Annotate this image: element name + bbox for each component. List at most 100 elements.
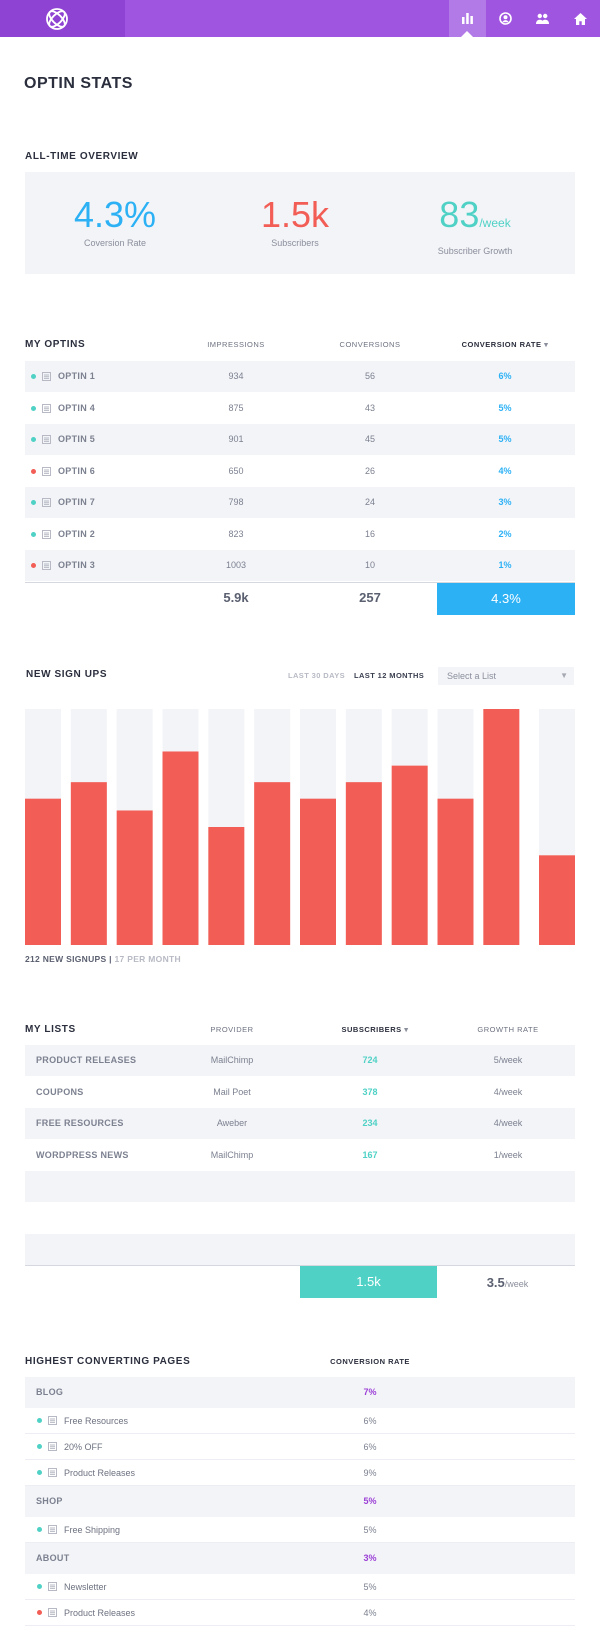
nav-users-button[interactable]: [524, 0, 561, 37]
page-item-row[interactable]: 20% OFF 6%: [25, 1434, 575, 1460]
nav-account-button[interactable]: [487, 0, 524, 37]
stat-label: Subscribers: [271, 238, 319, 248]
pages-title: HIGHEST CONVERTING PAGES: [25, 1356, 191, 1367]
optin-impressions: 1003: [225, 560, 247, 570]
nav-home-button[interactable]: [562, 0, 599, 37]
optin-row[interactable]: OPTIN 2 823 16 2%: [25, 519, 575, 550]
column-header-subscribers[interactable]: SUBSCRIBERS ▾: [320, 1025, 430, 1034]
page-item-rate: 5%: [363, 1525, 377, 1535]
column-header-conversions[interactable]: CONVERSIONS: [339, 340, 401, 349]
stat-number: 4.3%: [73, 194, 157, 235]
page-item-row[interactable]: Newsletter 5%: [25, 1574, 575, 1600]
logo-block[interactable]: [0, 0, 125, 37]
optins-title: MY OPTINS: [25, 339, 86, 350]
optin-conversions: 10: [364, 560, 375, 570]
column-header-page-conversion-rate[interactable]: CONVERSION RATE: [330, 1357, 410, 1366]
optin-conversions: 26: [364, 465, 375, 476]
optin-name: OPTIN 2: [58, 528, 96, 539]
stat-conversion-rate: 4.3% Coversion Rate: [25, 194, 205, 249]
page-group-name: ABOUT: [36, 1553, 70, 1563]
page-item-row[interactable]: Free Shipping 5%: [25, 1517, 575, 1543]
list-select-placeholder: Select a List: [447, 671, 497, 681]
optin-rate: 1%: [498, 560, 512, 570]
optin-conversions: 24: [364, 497, 375, 507]
signups-bar-chart: [25, 709, 575, 945]
stat-label: Coversion Rate: [83, 238, 147, 248]
users-icon: [536, 13, 549, 24]
optin-impressions: 934: [228, 371, 244, 381]
list-select[interactable]: Select a List ▼: [438, 667, 574, 685]
page-item-rate: 5%: [363, 1582, 377, 1592]
optin-rate: 6%: [498, 371, 512, 381]
optin-row[interactable]: OPTIN 6 650 26 4%: [25, 456, 575, 487]
status-dot-icon: [31, 500, 36, 505]
page-group-rate: 5%: [363, 1496, 377, 1506]
column-header-growth-rate[interactable]: GROWTH RATE: [477, 1025, 539, 1034]
total-subscribers: 1.5k: [300, 1266, 437, 1298]
page-group-name: BLOG: [36, 1387, 64, 1397]
signup-bar[interactable]: [25, 798, 61, 945]
optin-row[interactable]: OPTIN 4 875 43 5%: [25, 393, 575, 424]
filter-last-12-months[interactable]: LAST 12 MONTHS: [354, 671, 425, 680]
list-growth: 5/week: [493, 1055, 523, 1065]
list-provider: MailChimp: [210, 1149, 254, 1160]
column-header-conversion-rate[interactable]: CONVERSION RATE ▾: [450, 340, 560, 349]
document-icon: [48, 1525, 57, 1534]
list-row[interactable]: COUPONS Mail Poet 378 4/week: [25, 1077, 575, 1108]
optin-row[interactable]: OPTIN 5 901 45 5%: [25, 424, 575, 455]
signup-bar[interactable]: [539, 855, 575, 945]
optin-name: OPTIN 3: [58, 560, 96, 570]
document-icon: [42, 435, 51, 444]
list-row[interactable]: FREE RESOURCES Aweber 234 4/week: [25, 1108, 575, 1139]
list-subscribers: 167: [362, 1149, 378, 1160]
signup-bar[interactable]: [300, 798, 336, 945]
signup-bar[interactable]: [116, 810, 153, 945]
nav-stats-button[interactable]: [449, 0, 486, 37]
signup-bar[interactable]: [208, 827, 245, 945]
page-item-row[interactable]: Product Releases 4%: [25, 1600, 575, 1626]
filter-last-30-days[interactable]: LAST 30 DAYS: [288, 671, 346, 680]
signup-bar[interactable]: [345, 782, 382, 945]
stat-subscriber-growth: 83/week Subscriber Growth: [385, 195, 565, 257]
status-dot-icon: [31, 531, 36, 537]
page-group-row[interactable]: BLOG 7%: [25, 1377, 575, 1408]
optin-conversions: 16: [364, 528, 375, 539]
page-item-row[interactable]: Free Resources 6%: [25, 1408, 575, 1434]
lists-title: MY LISTS: [25, 1024, 76, 1035]
page-item-row[interactable]: Product Releases 9%: [25, 1460, 575, 1486]
optin-name: OPTIN 4: [58, 402, 96, 413]
page-group-row[interactable]: SHOP 5%: [25, 1486, 575, 1517]
page-group-row[interactable]: ABOUT 3%: [25, 1543, 575, 1574]
list-row[interactable]: WORDPRESS NEWS MailChimp 167 1/week: [25, 1140, 575, 1171]
document-icon: [48, 1582, 57, 1591]
optin-row[interactable]: OPTIN 3 1003 10 1%: [25, 550, 575, 581]
total-impressions: 5.9k: [223, 590, 249, 605]
signup-bar[interactable]: [162, 751, 199, 945]
list-row[interactable]: PRODUCT RELEASES MailChimp 724 5/week: [25, 1045, 575, 1076]
list-name: COUPONS: [36, 1086, 84, 1097]
status-dot-icon: [37, 1470, 42, 1475]
column-header-provider[interactable]: PROVIDER: [210, 1025, 254, 1034]
signup-bar[interactable]: [254, 782, 291, 945]
chevron-down-icon: ▼: [560, 671, 568, 680]
optin-rate: 3%: [498, 497, 512, 507]
signup-bar[interactable]: [70, 782, 107, 945]
optin-name: OPTIN 1: [58, 371, 96, 381]
optin-rate: 2%: [498, 528, 512, 539]
page-item-name: Product Releases: [64, 1608, 136, 1618]
optin-rate: 5%: [498, 434, 512, 444]
list-provider: Mail Poet: [213, 1086, 251, 1097]
list-growth: 4/week: [493, 1118, 523, 1128]
signup-bar[interactable]: [483, 709, 520, 945]
list-subscribers: 378: [362, 1086, 378, 1097]
page-item-rate: 4%: [363, 1608, 377, 1618]
list-subscribers: 234: [362, 1118, 378, 1128]
signup-bar[interactable]: [437, 798, 474, 945]
user-circle-icon: [499, 12, 512, 25]
optin-row[interactable]: OPTIN 7 798 24 3%: [25, 487, 575, 518]
optin-row[interactable]: OPTIN 1 934 56 6%: [25, 361, 575, 392]
status-dot-icon: [37, 1418, 42, 1423]
column-header-impressions[interactable]: IMPRESSIONS: [207, 340, 265, 349]
stat-subscribers: 1.5k Subscribers: [205, 195, 385, 249]
signup-bar[interactable]: [391, 765, 428, 945]
